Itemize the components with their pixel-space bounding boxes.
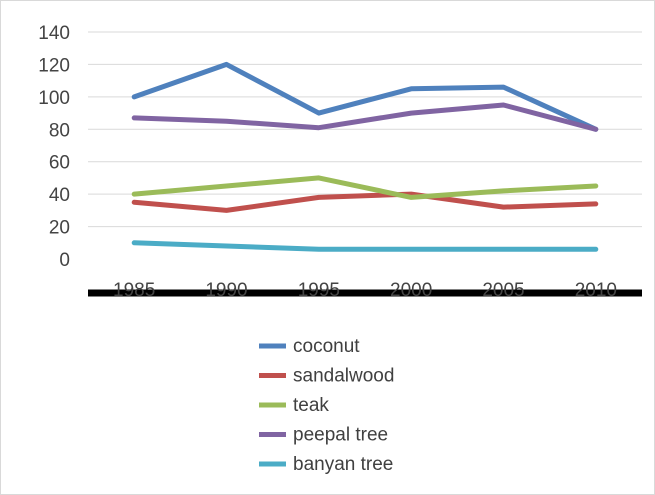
series-peepal-tree [131,102,599,132]
data-point [132,200,136,204]
data-point [132,192,136,196]
legend-label: peepal tree [293,425,388,446]
y-tick-label: 40 [49,185,70,206]
x-tick-label: 1985 [113,280,155,301]
gridlines [88,31,642,228]
x-tick-label: 1995 [298,280,340,301]
data-point [502,189,505,193]
data-point [132,95,136,99]
data-point [502,85,505,89]
series-banyan-tree [131,240,599,252]
x-tick-label: 1990 [205,280,247,301]
data-point [317,247,321,251]
y-tick-label: 80 [49,120,70,141]
legend: coconut sandalwood teak peepal tree banyan t… [259,336,394,475]
series-line [131,240,599,252]
series-teak [131,175,599,200]
data-point [409,247,413,251]
series-line [131,175,599,200]
y-tick-label: 120 [38,55,70,76]
legend-label: banyan tree [293,454,393,475]
data-point [132,241,136,245]
data-point [502,103,505,107]
y-tick-label: 100 [38,88,70,109]
data-point [502,247,505,251]
data-point [317,195,321,199]
series-line [131,61,599,132]
data-point [594,247,598,251]
data-point [225,62,228,66]
y-tick-label: 0 [59,250,70,271]
series-line [131,102,599,132]
legend-item: sandalwood [259,366,394,387]
data-point [225,119,228,123]
y-tick-label: 140 [38,23,70,44]
data-point [132,116,136,120]
data-point [317,126,321,130]
y-tick-label: 60 [49,153,70,174]
x-tick-label: 2000 [390,280,432,301]
legend-item: banyan tree [259,454,393,475]
legend-label: sandalwood [293,366,394,387]
x-tick-label: 2010 [575,280,617,301]
data-point [409,111,413,115]
data-point [409,87,413,91]
legend-item: teak [259,395,329,416]
data-point [317,176,321,180]
y-axis-tick-labels: 0 20 40 60 80 100 120 140 [38,23,70,271]
series-lines [131,61,599,252]
x-axis-tick-labels: 1985 1990 1995 2000 2005 2010 [113,280,617,301]
legend-item: coconut [259,336,360,357]
data-point [409,195,413,199]
data-point [594,202,598,206]
data-point [225,184,228,188]
data-point [502,205,505,209]
y-tick-label: 20 [49,218,70,239]
data-point [225,244,228,248]
data-point [317,111,321,115]
data-point [594,127,598,131]
data-point [594,184,598,188]
data-point [225,208,228,212]
legend-item: peepal tree [259,425,388,446]
legend-label: teak [293,395,329,416]
series-line [131,191,599,213]
series-sandalwood [131,191,599,213]
x-tick-label: 2005 [482,280,524,301]
legend-label: coconut [293,336,360,357]
